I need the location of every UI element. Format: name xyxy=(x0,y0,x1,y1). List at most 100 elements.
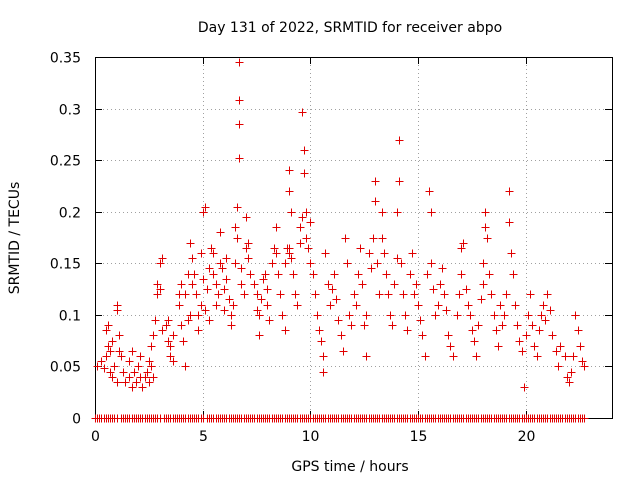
data-point xyxy=(481,223,490,232)
data-point xyxy=(444,331,453,340)
data-point xyxy=(337,331,346,340)
data-point xyxy=(128,383,137,392)
data-point xyxy=(194,311,203,320)
data-point xyxy=(265,316,274,325)
data-point xyxy=(533,352,542,361)
data-point xyxy=(158,254,167,263)
data-point xyxy=(388,321,397,330)
data-point xyxy=(487,290,496,299)
data-point xyxy=(253,306,262,315)
data-point xyxy=(423,270,432,279)
data-point xyxy=(416,316,425,325)
data-point xyxy=(490,311,499,320)
data-point xyxy=(382,270,391,279)
data-point xyxy=(296,239,305,248)
data-point xyxy=(298,108,307,117)
y-axis-label: SRMTID / TECUs xyxy=(7,182,23,295)
x-tick-label: 10 xyxy=(302,429,320,445)
data-point xyxy=(184,316,193,325)
data-point xyxy=(149,331,158,340)
data-point xyxy=(576,342,585,351)
data-point xyxy=(190,270,199,279)
data-point xyxy=(324,280,333,289)
data-point xyxy=(298,213,307,222)
data-point xyxy=(304,244,313,253)
data-point xyxy=(505,187,514,196)
data-point xyxy=(117,352,126,361)
data-point xyxy=(106,347,115,356)
data-point xyxy=(524,311,533,320)
data-point xyxy=(548,331,557,340)
data-point xyxy=(162,321,171,330)
data-point xyxy=(218,264,227,273)
data-point xyxy=(143,368,152,377)
y-tick-label: 0.2 xyxy=(59,206,81,222)
data-point xyxy=(343,259,352,268)
data-point xyxy=(270,244,279,253)
data-point xyxy=(313,311,322,320)
data-point xyxy=(526,290,535,299)
data-point xyxy=(369,234,378,243)
data-point xyxy=(199,275,208,284)
data-point xyxy=(235,96,244,105)
data-point xyxy=(539,301,548,310)
data-point xyxy=(434,301,443,310)
data-point xyxy=(209,249,218,258)
data-point xyxy=(255,311,264,320)
data-point xyxy=(431,311,440,320)
data-point xyxy=(453,311,462,320)
data-point xyxy=(494,342,503,351)
data-point xyxy=(446,342,455,351)
data-point xyxy=(149,373,158,382)
data-point xyxy=(259,275,268,284)
data-point xyxy=(552,347,561,356)
data-point xyxy=(569,352,578,361)
data-point xyxy=(309,270,318,279)
data-point xyxy=(166,352,175,361)
data-point xyxy=(481,208,490,217)
data-point xyxy=(360,321,369,330)
data-point xyxy=(227,321,236,330)
data-point xyxy=(194,326,203,335)
data-point xyxy=(483,234,492,243)
data-point xyxy=(561,352,570,361)
data-point xyxy=(362,352,371,361)
data-point xyxy=(464,301,473,310)
chart-title: Day 131 of 2022, SRMTID for receiver abp… xyxy=(198,20,502,36)
data-point xyxy=(102,326,111,335)
data-point xyxy=(347,321,356,330)
data-point xyxy=(278,311,287,320)
data-point xyxy=(470,337,479,346)
data-point xyxy=(164,316,173,325)
data-point xyxy=(393,254,402,263)
data-point xyxy=(253,290,262,299)
data-point xyxy=(197,301,206,310)
data-point xyxy=(106,368,115,377)
data-point xyxy=(485,270,494,279)
data-point xyxy=(362,311,371,320)
data-point xyxy=(242,213,251,222)
y-tick-label: 0.15 xyxy=(50,257,81,273)
y-tick-label: 0.35 xyxy=(50,51,81,67)
data-point xyxy=(199,208,208,217)
data-point xyxy=(153,290,162,299)
data-point xyxy=(145,357,154,366)
data-point xyxy=(113,378,122,387)
data-point xyxy=(227,311,236,320)
data-point xyxy=(442,306,451,315)
data-point xyxy=(115,347,124,356)
data-point xyxy=(263,285,272,294)
data-point xyxy=(563,373,572,382)
data-point xyxy=(93,362,102,371)
data-point xyxy=(373,259,382,268)
data-point xyxy=(397,259,406,268)
data-point xyxy=(556,342,565,351)
data-point xyxy=(289,270,298,279)
data-point xyxy=(244,254,253,263)
data-point xyxy=(222,275,231,284)
data-point xyxy=(541,316,550,325)
data-point xyxy=(315,326,324,335)
data-point xyxy=(138,383,147,392)
data-point xyxy=(166,342,175,351)
